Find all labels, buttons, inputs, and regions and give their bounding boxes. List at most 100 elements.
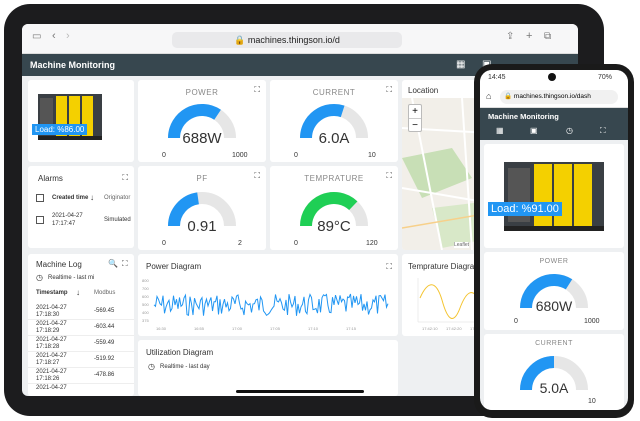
clock-icon[interactable]: ◷ bbox=[566, 126, 573, 135]
pf-max: 2 bbox=[238, 240, 242, 247]
gauge-fill bbox=[300, 104, 345, 139]
tabs-icon[interactable]: ⧉ bbox=[544, 31, 552, 42]
power-max: 1000 bbox=[584, 318, 600, 325]
current-gauge bbox=[520, 356, 588, 391]
log-value: -603.44 bbox=[94, 324, 115, 330]
expand-icon[interactable]: ⛶ bbox=[122, 173, 128, 182]
image-icon[interactable]: ▣ bbox=[530, 126, 538, 135]
dashboard-icon[interactable]: ▦ bbox=[456, 59, 466, 70]
power-y-tick: 600 bbox=[142, 294, 149, 299]
share-icon[interactable]: ⇪ bbox=[506, 31, 515, 42]
table-row: 2021-04-27 17:18:28 -559.49 bbox=[28, 336, 134, 352]
power-value: 688W bbox=[182, 130, 222, 147]
log-time: 17:18:28 bbox=[36, 344, 60, 350]
address-bar[interactable]: 🔒 machines.thingson.io/d bbox=[172, 32, 402, 48]
location-title: Location bbox=[408, 86, 439, 95]
col-created-time[interactable]: Created time bbox=[52, 195, 89, 201]
log-value: -559.49 bbox=[94, 340, 115, 346]
expand-icon[interactable]: ⛶ bbox=[254, 85, 260, 94]
fullscreen-icon[interactable]: ⛶ bbox=[600, 126, 606, 135]
back-icon[interactable]: ‹ bbox=[52, 30, 56, 42]
row-checkbox[interactable] bbox=[36, 216, 44, 224]
expand-icon[interactable]: ⛶ bbox=[254, 171, 260, 180]
status-time: 14:45 bbox=[488, 74, 506, 81]
clock-icon: ◷ bbox=[148, 362, 155, 371]
gauge-fill bbox=[168, 104, 221, 139]
power-gauge bbox=[520, 274, 588, 309]
current-value: 5.0A bbox=[539, 380, 569, 396]
power-x-tick: 16:30 bbox=[156, 326, 167, 331]
power-title: POWER bbox=[539, 258, 569, 265]
map-attribution[interactable]: Leaflet bbox=[454, 242, 470, 248]
expand-icon[interactable]: ⛶ bbox=[386, 85, 392, 94]
map-zoom-control: + − bbox=[408, 104, 422, 132]
power-x-tick: 17:05 bbox=[270, 326, 281, 331]
col-timestamp[interactable]: Timestamp bbox=[36, 290, 68, 296]
temperature-x-tick: 17:42:10 bbox=[422, 326, 438, 331]
browser-toolbar: ▭ ‹ › 🔒 machines.thingson.io/d ⇪ + ⧉ bbox=[22, 24, 578, 54]
gauge-fill bbox=[300, 192, 358, 227]
power-card: POWER ⛶ 688W 0 1000 bbox=[138, 80, 266, 162]
col-originator[interactable]: Originator bbox=[104, 195, 131, 201]
load-badge: Load: %86.00 bbox=[32, 124, 88, 135]
search-icon[interactable]: 🔍 bbox=[108, 259, 118, 268]
pf-value: 0.91 bbox=[187, 218, 217, 235]
temperature-max: 120 bbox=[366, 240, 378, 247]
temperature-card: TEMPRATURE ⛶ 89°C 0 120 bbox=[270, 166, 398, 250]
pf-min: 0 bbox=[162, 240, 166, 247]
utilization-diagram-title: Utilization Diagram bbox=[146, 348, 214, 357]
lock-icon: 🔒 bbox=[504, 93, 514, 100]
expand-icon[interactable]: ⛶ bbox=[122, 259, 128, 268]
current-max: 10 bbox=[588, 398, 596, 405]
power-gauge bbox=[168, 104, 236, 139]
phone-app-header: Machine Monitoring ▦ ▣ ◷ ⛶ bbox=[480, 108, 628, 140]
power-min: 0 bbox=[514, 318, 518, 325]
battery-level: 70% bbox=[598, 74, 613, 81]
forward-icon[interactable]: › bbox=[66, 30, 70, 42]
machine-log-title: Machine Log bbox=[36, 260, 82, 269]
phone-current-card: CURRENT 5.0A 10 bbox=[484, 334, 624, 410]
power-y-tick: 500 bbox=[142, 302, 149, 307]
machine-log-timewindow[interactable]: Realtime - last mi bbox=[48, 275, 95, 281]
log-time: 17:18:30 bbox=[36, 312, 60, 318]
compressor-image bbox=[504, 162, 604, 231]
sort-down-icon[interactable]: ↓ bbox=[76, 288, 80, 297]
utilization-timewindow[interactable]: Realtime - last day bbox=[160, 364, 210, 370]
dashboard-icon[interactable]: ▦ bbox=[496, 126, 504, 135]
phone-address-bar[interactable]: 🔒 machines.thingson.io/dash bbox=[500, 90, 618, 104]
power-x-tick: 17:10 bbox=[308, 326, 319, 331]
app-title: Machine Monitoring bbox=[30, 60, 115, 70]
power-max: 1000 bbox=[232, 152, 248, 159]
log-date: 2021-04-27 bbox=[36, 321, 67, 327]
url-text: machines.thingson.io/d bbox=[247, 35, 340, 45]
temperature-gauge bbox=[300, 192, 368, 227]
zoom-out-button[interactable]: − bbox=[409, 118, 421, 132]
temperature-value: 89°C bbox=[317, 218, 351, 235]
phone-machine-card: Load: %91.00 bbox=[484, 144, 624, 248]
temperature-diagram-title: Temprature Diagram bbox=[408, 262, 481, 271]
home-icon[interactable]: ⌂ bbox=[486, 91, 492, 101]
expand-icon[interactable]: ⛶ bbox=[386, 171, 392, 180]
expand-icon[interactable]: ⛶ bbox=[386, 262, 392, 271]
power-diagram-chart[interactable]: 800 700 600 500 400 375 16:30 16:55 17:00 17:05 1… bbox=[142, 276, 392, 332]
new-tab-icon[interactable]: + bbox=[526, 30, 533, 42]
sort-down-icon[interactable]: ↓ bbox=[90, 193, 94, 202]
select-all-checkbox[interactable] bbox=[36, 194, 44, 202]
log-value: -569.45 bbox=[94, 308, 115, 314]
log-value: -478.86 bbox=[94, 372, 115, 378]
current-min: 0 bbox=[294, 152, 298, 159]
url-text: machines.thingson.io/dash bbox=[513, 93, 591, 100]
power-diagram-title: Power Diagram bbox=[146, 262, 202, 271]
app-title: Machine Monitoring bbox=[488, 112, 559, 121]
alarm-time: 17:17:47 bbox=[52, 221, 76, 227]
camera-punch-hole bbox=[548, 73, 556, 81]
temperature-min: 0 bbox=[294, 240, 298, 247]
log-time: 17:18:26 bbox=[36, 376, 60, 382]
sidebar-icon[interactable]: ▭ bbox=[32, 31, 42, 42]
zoom-in-button[interactable]: + bbox=[412, 106, 418, 117]
power-value: 680W bbox=[535, 298, 573, 314]
col-modbus[interactable]: Modbus bbox=[94, 290, 116, 296]
log-time: 17:18:27 bbox=[36, 360, 60, 366]
power-x-tick: 16:55 bbox=[194, 326, 205, 331]
power-y-tick: 800 bbox=[142, 278, 149, 283]
